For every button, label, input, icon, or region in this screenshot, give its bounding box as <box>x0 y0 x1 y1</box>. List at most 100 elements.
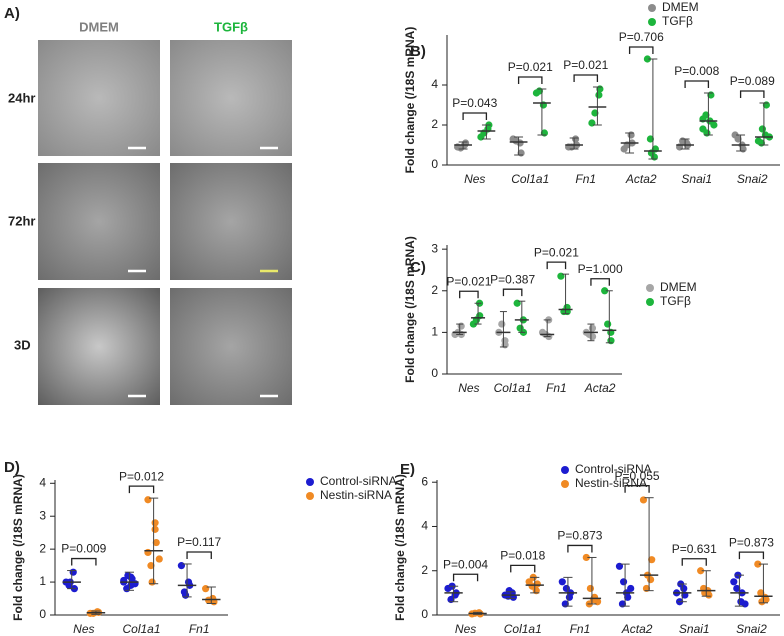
column-label: DMEM <box>79 19 119 34</box>
data-point <box>582 553 590 562</box>
y-tick-label: 2 <box>421 563 428 577</box>
x-tick-label: Col1a1 <box>511 172 549 186</box>
data-point <box>754 560 762 568</box>
image <box>170 163 292 280</box>
data-point <box>562 584 571 593</box>
significance-bracket <box>573 74 599 82</box>
data-point <box>734 135 742 143</box>
legend-marker <box>306 492 314 500</box>
y-tick-label: 2 <box>431 283 438 297</box>
p-value: P=0.009 <box>61 542 106 556</box>
data-point <box>601 287 609 295</box>
legend-label: TGFβ <box>660 294 691 308</box>
significance-bracket <box>502 288 523 297</box>
p-value: P=0.021 <box>508 60 553 74</box>
significance-bracket <box>738 551 765 560</box>
x-tick-label: Nes <box>455 622 476 636</box>
legend-label: Control-siRNA <box>575 462 652 476</box>
y-tick-label: 2 <box>39 541 46 555</box>
data-point <box>69 568 77 576</box>
image <box>38 163 160 280</box>
data-point <box>516 324 524 332</box>
y-tick-label: 0 <box>431 366 438 380</box>
panel-label: E) <box>400 461 415 478</box>
legend-marker <box>561 466 569 474</box>
row-label: 3D <box>14 337 31 352</box>
p-value: P=0.043 <box>452 96 497 110</box>
x-tick-label: Fn1 <box>189 622 210 636</box>
image <box>38 288 160 405</box>
y-tick-label: 6 <box>421 474 428 488</box>
p-value: P=1.000 <box>578 262 623 276</box>
data-point <box>147 562 155 570</box>
p-value: P=0.008 <box>674 64 719 78</box>
x-tick-label: Snai1 <box>679 622 710 636</box>
x-tick-label: Snai2 <box>737 172 768 186</box>
x-tick-label: Nes <box>458 381 479 395</box>
panel-label: C) <box>410 259 426 276</box>
data-point <box>733 584 741 593</box>
significance-bracket <box>567 544 593 553</box>
p-value: P=0.021 <box>534 245 579 259</box>
y-tick-label: 1 <box>431 325 438 339</box>
x-tick-label: Fn1 <box>575 172 596 186</box>
x-tick-label: Col1a1 <box>494 381 532 395</box>
significance-bracket <box>186 551 212 559</box>
micrographs <box>38 40 292 405</box>
data-point <box>703 129 711 137</box>
data-point <box>730 578 738 586</box>
x-tick-label: Fn1 <box>546 381 567 395</box>
p-value: P=0.706 <box>619 30 664 44</box>
data-point <box>144 548 152 557</box>
p-value: P=0.117 <box>177 535 221 549</box>
column-label: TGFβ <box>214 19 248 34</box>
y-tick-label: 4 <box>39 475 46 489</box>
y-tick-label: 4 <box>421 519 428 533</box>
legend-label: DMEM <box>662 0 699 14</box>
data-point <box>512 137 520 145</box>
data-point <box>627 131 635 139</box>
x-tick-label: Fn1 <box>570 622 591 636</box>
x-tick-label: Snai1 <box>681 172 712 186</box>
data-point <box>591 109 599 117</box>
y-tick-label: 0 <box>39 607 46 621</box>
x-tick-label: Snai2 <box>736 622 767 636</box>
y-axis-label: Fold change (/18S mRNA) <box>11 474 25 621</box>
scale-bars <box>128 146 278 398</box>
p-value: P=0.018 <box>500 549 545 563</box>
row-label: 72hr <box>8 213 35 228</box>
significance-bracket <box>590 278 610 286</box>
data-point <box>643 55 652 63</box>
legend-marker <box>561 480 569 488</box>
p-value: P=0.012 <box>119 469 164 483</box>
y-tick-label: 4 <box>431 77 438 91</box>
data-point <box>619 578 628 586</box>
data-point <box>181 591 190 599</box>
data-point <box>758 598 766 606</box>
data-point <box>131 580 139 588</box>
y-tick-label: 0 <box>421 607 428 621</box>
data-point <box>627 584 635 593</box>
significance-bracket <box>739 90 765 98</box>
data-point <box>127 573 135 581</box>
x-tick-label: Col1a1 <box>122 622 160 636</box>
p-value: P=0.387 <box>490 272 535 286</box>
data-point <box>456 144 465 152</box>
y-tick-label: 2 <box>431 117 438 131</box>
p-value: P=0.004 <box>443 557 488 571</box>
x-tick-label: Col1a1 <box>504 622 542 636</box>
significance-bracket <box>624 485 650 493</box>
y-tick-label: 3 <box>39 508 46 522</box>
legend-marker <box>306 478 314 486</box>
significance-bracket <box>681 558 707 566</box>
y-axis-label: Fold change (/18S mRNA) <box>403 236 417 383</box>
data-point <box>152 538 160 547</box>
data-point <box>604 320 612 328</box>
significance-bracket <box>128 485 155 494</box>
x-tick-label: Acta2 <box>621 622 653 636</box>
legend-label: Nestin-siRNA <box>575 476 647 490</box>
panel-label: A) <box>4 5 20 22</box>
data-point <box>558 578 566 586</box>
data-point <box>498 320 506 328</box>
